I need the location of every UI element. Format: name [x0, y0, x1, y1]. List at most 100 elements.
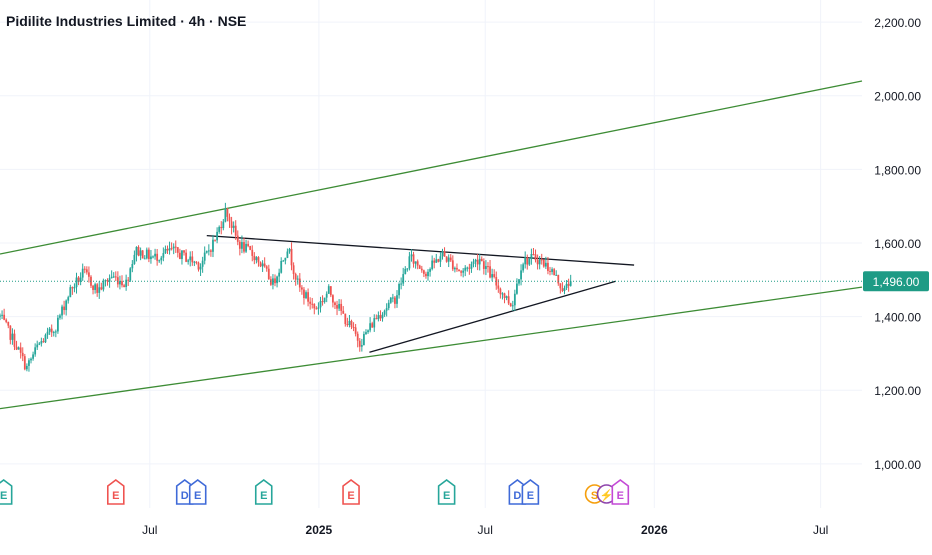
chart-title: Pidilite Industries Limited · 4h · NSE — [6, 13, 247, 29]
y-tick-label: 1,400.00 — [874, 311, 921, 325]
event-marker: E — [188, 479, 207, 505]
event-label: D — [513, 490, 521, 502]
event-badge — [521, 479, 540, 505]
candle-body — [315, 308, 318, 310]
candle-body — [129, 268, 132, 281]
candle-body — [114, 276, 117, 278]
candle-body — [81, 268, 84, 278]
candle-body — [83, 268, 86, 270]
candle-body — [143, 258, 146, 260]
candle-body — [88, 272, 90, 277]
candle-body — [561, 288, 564, 291]
candle-body — [530, 254, 533, 260]
candle-body — [259, 262, 262, 267]
candle-body — [439, 256, 442, 262]
candle-body — [160, 257, 163, 261]
candle-body — [425, 273, 427, 277]
candle-body — [218, 226, 221, 232]
candle-body — [265, 266, 268, 269]
candle-body — [406, 268, 409, 270]
candle-body — [437, 259, 440, 262]
candle-body — [158, 260, 161, 262]
candle-body — [462, 270, 465, 273]
event-badge — [342, 479, 360, 505]
candle-body — [261, 263, 264, 267]
event-marker: E — [611, 479, 630, 505]
candle-body — [464, 267, 467, 271]
candle-body — [555, 274, 558, 276]
candle-body — [460, 271, 462, 273]
candle-body — [526, 257, 529, 265]
candle-body — [391, 297, 394, 299]
candle-body — [263, 263, 266, 267]
candle-body — [321, 301, 324, 303]
event-label: E — [0, 490, 7, 502]
candle-body — [290, 248, 293, 266]
x-tick-label: Jul — [142, 523, 157, 537]
trendlines-layer — [0, 80, 863, 410]
candle-body — [551, 269, 553, 272]
candle-body — [46, 331, 49, 335]
candle-body — [509, 303, 512, 307]
candle-body — [342, 310, 345, 314]
candle-body — [470, 263, 473, 269]
candle-body — [36, 344, 39, 348]
candle-body — [77, 277, 80, 282]
candle-body — [255, 257, 258, 261]
candle-body — [466, 267, 469, 269]
candle-body — [152, 256, 154, 258]
candle-body — [476, 259, 479, 265]
candle-body — [234, 225, 237, 236]
candle-body — [518, 279, 520, 284]
triangle-upper-line — [206, 234, 635, 266]
candle-body — [305, 292, 307, 299]
candle-body — [48, 328, 51, 332]
candle-body — [478, 258, 481, 265]
price-axis[interactable]: 2,200.00 2,000.00 1,800.00 1,600.00 1,400.00… — [874, 16, 921, 472]
candle-body — [176, 247, 179, 253]
candle-body — [309, 301, 312, 304]
candle-body — [280, 260, 283, 273]
candle-body — [485, 266, 487, 269]
channel-upper-line — [0, 80, 863, 255]
event-marker: E — [106, 479, 125, 505]
last-price-tag — [863, 271, 929, 292]
candle-body — [534, 254, 537, 261]
candle-body — [106, 280, 109, 282]
candle-body — [42, 341, 45, 343]
event-marker: E — [437, 479, 456, 505]
event-label: E — [617, 490, 624, 502]
candles-layer — [0, 202, 572, 372]
x-tick-label: Jul — [813, 523, 828, 537]
candle-body — [323, 297, 326, 303]
candle-body — [447, 257, 450, 262]
candle-body — [108, 278, 111, 282]
candle-body — [516, 283, 518, 294]
candle-body — [544, 262, 547, 267]
candle-body — [220, 226, 223, 229]
candle-body — [251, 249, 254, 256]
candle-body — [296, 278, 299, 280]
candle-body — [212, 239, 214, 252]
candle-body — [65, 300, 68, 311]
candle-body — [232, 225, 235, 228]
candle-body — [56, 317, 59, 332]
candle-body — [123, 285, 125, 287]
candle-body — [538, 259, 541, 265]
event-label: D — [181, 490, 189, 502]
candle-body — [396, 295, 398, 304]
candle-body — [449, 257, 452, 261]
candle-body — [189, 256, 192, 261]
candle-body — [150, 256, 152, 260]
candle-body — [67, 297, 70, 301]
time-axis[interactable]: Jul 2025 Jul 2026 Jul — [142, 523, 828, 537]
candle-body — [96, 284, 99, 293]
candle-body — [282, 260, 285, 262]
candle-body — [474, 259, 477, 262]
event-label: S — [591, 490, 598, 502]
candle-body — [38, 343, 41, 345]
candle-body — [174, 246, 177, 248]
last-price-label: 1,496.00 — [873, 275, 920, 289]
